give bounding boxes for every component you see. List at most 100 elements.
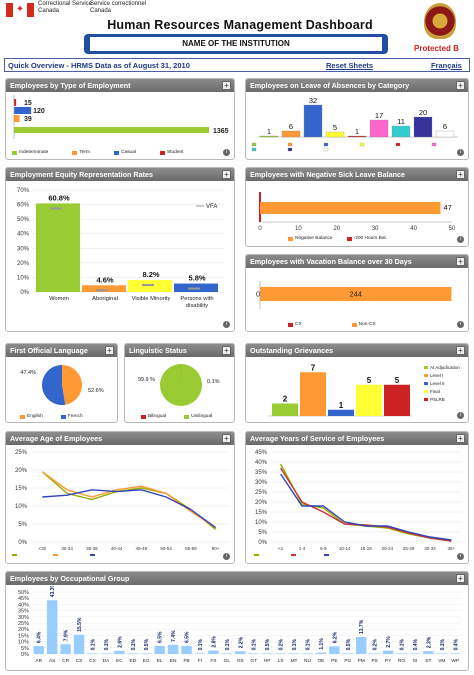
bar [436, 653, 448, 654]
info-icon[interactable]: i [223, 149, 230, 156]
tick-label: 15% [15, 486, 28, 492]
slice-label: 99.9 % [138, 377, 155, 383]
panel-employment-equity: Employment Equity Representation Rates +… [5, 167, 235, 332]
category-label: 1-4 [299, 546, 306, 551]
bar-label: 15.5% [77, 617, 83, 632]
bar-student [14, 99, 17, 106]
benchmark-mark [142, 284, 154, 287]
expand-button[interactable]: + [222, 81, 231, 90]
info-icon[interactable]: i [457, 412, 464, 419]
series-line [280, 473, 452, 541]
expand-button[interactable]: + [105, 346, 114, 355]
bar-label: 17 [375, 111, 383, 120]
institution-name[interactable]: NAME OF THE INSTITUTION [90, 37, 382, 51]
category-label: 30-34 [61, 546, 73, 551]
tick-label: 20% [18, 627, 29, 633]
bar [167, 644, 179, 654]
bar-label: 43.3% [50, 586, 56, 597]
bar [303, 104, 323, 138]
bar [261, 653, 273, 654]
legend-label: At Adjudication [430, 365, 460, 370]
tick-label: 20% [15, 468, 28, 474]
expand-button[interactable]: + [222, 434, 231, 443]
bar-label: 0.1% [440, 638, 446, 650]
info-icon[interactable]: i [457, 149, 464, 156]
bar [413, 116, 433, 138]
legend-label: Level I [430, 373, 443, 378]
legend-200: -200 Hours Bal. [353, 236, 387, 241]
bar-label: 6.5% [158, 631, 164, 643]
expand-button[interactable]: + [456, 346, 465, 355]
bar [154, 645, 165, 654]
bar-label: 47 [443, 203, 451, 212]
bar-label: 1 [355, 127, 359, 136]
page-title: Human Resources Management Dashboard [107, 18, 373, 32]
info-icon[interactable]: i [223, 553, 230, 560]
panel-sick-leave: Employees with Negative Sick Leave Balan… [245, 167, 469, 247]
category-label: EG [143, 658, 150, 664]
expand-button[interactable]: + [456, 170, 465, 179]
category-label: PE [331, 658, 337, 664]
bar [281, 130, 301, 138]
bar-label: 13.7% [359, 619, 365, 634]
bar [396, 653, 407, 654]
panel-first-language: First Official Language + 47.4% 52.6% Eng… [5, 343, 118, 423]
expand-button[interactable]: + [456, 434, 465, 443]
expand-button[interactable]: + [222, 170, 231, 179]
bar-label: 60.8% [48, 193, 70, 202]
bar-label: 0.4% [413, 638, 419, 650]
panel-title: First Official Language [6, 344, 117, 357]
bar [221, 653, 233, 654]
expand-button[interactable]: + [222, 346, 231, 355]
legend-student: Student [166, 150, 184, 155]
category-label: <1 [278, 546, 284, 551]
expand-button[interactable]: + [456, 81, 465, 90]
category-label: NU [304, 658, 311, 664]
category-label: 35+ [448, 546, 456, 551]
bar-label: 6 [443, 122, 447, 131]
category-label: ED [129, 658, 136, 664]
bar-label: 2.2% [238, 636, 244, 648]
bar-label: 0.1% [90, 638, 96, 650]
legend-swatch [424, 382, 428, 385]
category-label: VM [438, 658, 445, 664]
tick-label: 40 [410, 226, 417, 232]
tick-label: 20% [255, 500, 268, 506]
age-chart: 0% 5% 10% 15% 20% 25% <30 30-34 35-39 40-44 45-49 5… [15, 450, 228, 551]
bar [369, 119, 389, 138]
info-icon[interactable]: i [457, 553, 464, 560]
bar-label: 0.4% [453, 638, 459, 650]
legend-swatch [251, 142, 257, 147]
category-label: 60+ [212, 546, 220, 551]
bar-label: 5 [367, 376, 372, 385]
info-icon[interactable]: i [457, 321, 464, 328]
category-label: CX [89, 658, 96, 664]
expand-button[interactable]: + [456, 257, 465, 266]
legend-english: English [27, 414, 43, 419]
bar-label: 5.8% [188, 274, 205, 283]
bar [208, 650, 219, 654]
category-label: HP [264, 658, 271, 664]
tick-label: 35% [255, 470, 268, 476]
info-icon[interactable]: i [457, 236, 464, 243]
legend-swatch [431, 142, 437, 147]
occupational-chart: 0%5%10%15%20%25%30%35%40%45%50% 6.4% AR 43.… [18, 586, 462, 664]
bar-label: 8.2% [142, 270, 159, 279]
category-label: GT [250, 658, 257, 664]
csc-crest-icon [424, 3, 456, 39]
bar [435, 130, 455, 138]
tick-label: 40% [17, 232, 30, 238]
overview-label: Quick Overview - HRMS Data as of August … [8, 61, 190, 70]
legend-label: Final [430, 389, 440, 394]
bar [356, 637, 367, 654]
benchmark-mark [188, 287, 200, 290]
years-chart: 0% 5% 10% 15% 20% 25% 30% 35% 40% 45% <1 1-4 5-9 10-1… [255, 450, 462, 551]
reset-sheets-link[interactable]: Reset Sheets [326, 61, 374, 70]
bar-label: 0.5% [144, 638, 150, 650]
francais-link[interactable]: Français [431, 61, 462, 70]
info-icon[interactable]: i [223, 321, 230, 328]
expand-button[interactable]: + [456, 574, 465, 583]
legend-swatch [287, 147, 293, 152]
bar [82, 285, 126, 292]
category-label: MT [291, 658, 298, 664]
